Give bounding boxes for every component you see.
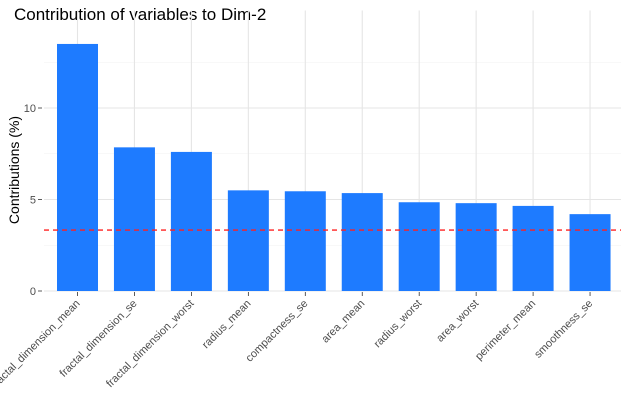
y-axis-ticks: 0 5 10 — [24, 103, 42, 298]
bar — [398, 202, 440, 291]
x-tick-label: compactness_se — [244, 298, 311, 365]
bar — [455, 203, 497, 291]
y-tick-label: 10 — [24, 103, 36, 115]
bar — [113, 147, 155, 291]
bar — [284, 191, 326, 291]
x-tick-label: radius_mean — [200, 298, 253, 351]
bar — [57, 43, 98, 292]
bar — [341, 193, 383, 291]
chart-title: Contribution of variables to Dim-2 — [14, 5, 266, 24]
x-tick-label: perimeter_mean — [473, 298, 538, 363]
bar — [512, 205, 554, 291]
x-axis-ticks: fractal_dimension_meanfractal_dimension_… — [0, 292, 595, 391]
x-tick-label: fractal_dimension_mean — [0, 298, 83, 391]
x-tick-label: radius_worst — [372, 298, 425, 351]
y-tick-label: 5 — [30, 195, 36, 207]
x-tick-label: area_mean — [320, 298, 368, 346]
bar — [170, 151, 212, 291]
x-tick-label: area_worst — [434, 298, 481, 345]
bar — [227, 190, 269, 291]
x-tick-label: smoothness_se — [532, 298, 595, 361]
bars — [57, 43, 611, 292]
y-tick-label: 0 — [30, 286, 36, 298]
bar — [569, 214, 611, 291]
y-axis-label: Contributions (%) — [6, 116, 22, 224]
